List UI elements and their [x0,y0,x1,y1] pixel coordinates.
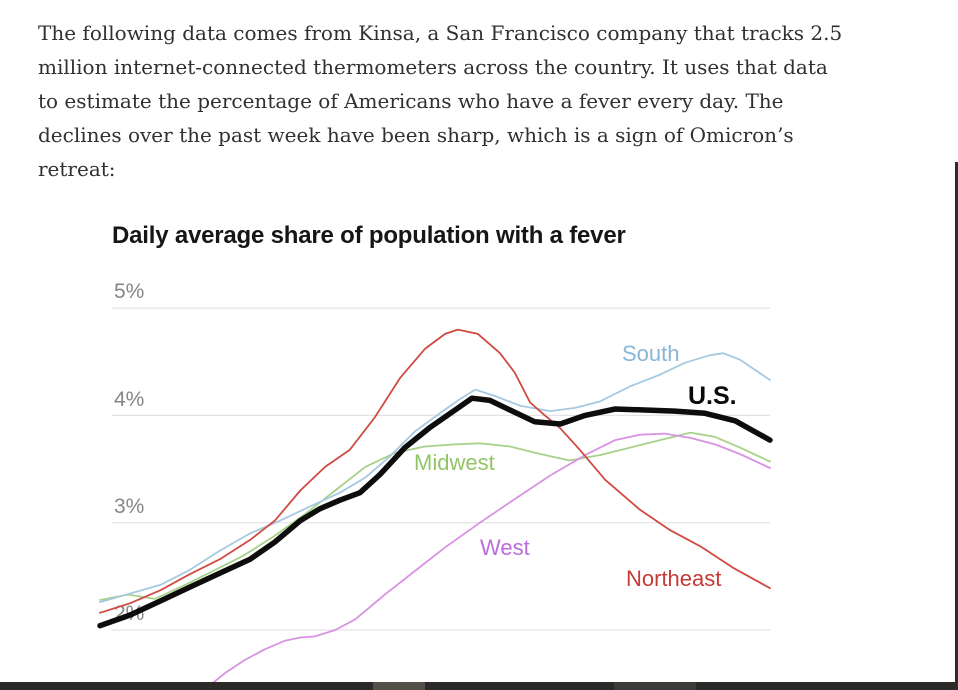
series-label-northeast: Northeast [626,566,722,591]
article-paragraph: The following data comes from Kinsa, a S… [38,16,898,186]
series-line-west [204,432,771,690]
y-tick-3pct: 3% [114,495,145,518]
series-line-northeast [99,328,771,614]
paragraph-line: The following data comes from Kinsa, a S… [38,21,843,45]
series-line-south [99,352,771,603]
window-right-edge [955,162,958,690]
series-label-us: U.S. [688,382,737,410]
y-tick-4pct: 4% [114,388,145,411]
bottom-bar-highlight-segment [614,682,696,690]
chart-title: Daily average share of population with a… [112,222,626,249]
series-label-midwest: Midwest [414,450,495,475]
paragraph-line: million internet-connected thermometers … [38,55,828,79]
window-bottom-bar [0,682,958,690]
series-line-midwest [99,431,771,601]
paragraph-line: retreat: [38,157,116,181]
bottom-bar-highlight-segment [373,682,425,690]
series-label-south: South [622,341,680,366]
paragraph-line: to estimate the percentage of Americans … [38,89,784,113]
series-label-west: West [480,535,530,560]
y-tick-5pct: 5% [114,280,145,303]
paragraph-line: declines over the past week have been sh… [38,123,794,147]
series-line-us [97,395,773,629]
